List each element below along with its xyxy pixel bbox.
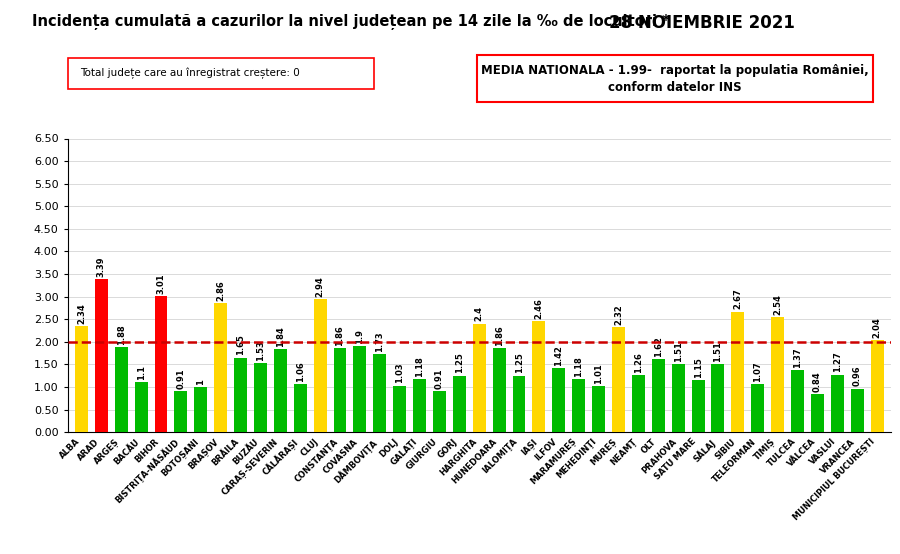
Text: 2.86: 2.86 <box>216 280 225 301</box>
Text: 0.84: 0.84 <box>813 371 822 392</box>
Bar <box>752 384 764 432</box>
Bar <box>453 376 466 432</box>
Text: 2.54: 2.54 <box>773 294 782 315</box>
Text: 1.03: 1.03 <box>395 363 404 383</box>
Text: 1.51: 1.51 <box>714 341 723 362</box>
Bar <box>254 363 267 432</box>
Bar <box>492 348 506 432</box>
Text: 1: 1 <box>196 379 205 384</box>
Text: Incidența cumulată a cazurilor la nivel județean pe 14 zile la ‰ de locuitori *: Incidența cumulată a cazurilor la nivel … <box>32 14 670 30</box>
Text: 2.34: 2.34 <box>76 304 86 324</box>
Bar <box>632 375 644 432</box>
Text: 1.73: 1.73 <box>375 331 384 352</box>
Bar <box>114 347 128 432</box>
Text: 2.94: 2.94 <box>316 276 325 297</box>
Text: 1.65: 1.65 <box>236 335 245 355</box>
Bar <box>293 384 307 432</box>
Text: 1.15: 1.15 <box>694 357 703 378</box>
Bar <box>274 349 287 432</box>
Text: 2.4: 2.4 <box>474 306 483 321</box>
Text: 1.42: 1.42 <box>554 345 563 366</box>
Text: 1.06: 1.06 <box>296 361 305 382</box>
Text: 1.27: 1.27 <box>832 352 842 372</box>
Text: 0.91: 0.91 <box>435 368 444 389</box>
Text: 1.1: 1.1 <box>137 365 146 380</box>
Text: 1.84: 1.84 <box>275 326 284 347</box>
Text: 1.25: 1.25 <box>515 352 524 373</box>
Bar <box>314 299 327 432</box>
Bar <box>712 364 724 432</box>
Bar <box>75 326 88 432</box>
Text: 1.25: 1.25 <box>454 352 464 373</box>
Bar <box>612 327 625 432</box>
Text: 2.32: 2.32 <box>614 304 623 325</box>
Bar <box>214 303 227 432</box>
Text: 0.91: 0.91 <box>176 368 185 389</box>
Text: 1.9: 1.9 <box>356 329 364 344</box>
Bar <box>194 387 207 432</box>
Bar <box>791 370 804 432</box>
Text: 2.46: 2.46 <box>535 298 544 319</box>
Text: 1.26: 1.26 <box>634 352 643 373</box>
Bar <box>533 321 545 432</box>
Text: 1.88: 1.88 <box>117 324 126 345</box>
Text: 2.04: 2.04 <box>873 317 882 338</box>
Bar <box>572 379 585 432</box>
Text: 1.86: 1.86 <box>336 325 345 346</box>
Bar <box>691 380 705 432</box>
Text: 3.39: 3.39 <box>97 257 106 277</box>
Bar <box>811 394 824 432</box>
Bar <box>850 389 864 432</box>
Text: 1.07: 1.07 <box>753 361 762 382</box>
Text: Total județe care au înregistrat creștere: 0: Total județe care au înregistrat creșter… <box>80 68 300 79</box>
Text: 0.96: 0.96 <box>852 366 861 387</box>
Bar <box>354 346 366 432</box>
Bar <box>771 317 784 432</box>
Bar <box>413 379 426 432</box>
Bar <box>592 387 605 432</box>
Bar <box>94 279 108 432</box>
Text: 2.67: 2.67 <box>734 289 742 309</box>
Text: 1.37: 1.37 <box>793 347 802 368</box>
Bar <box>393 386 406 432</box>
Bar <box>234 357 247 432</box>
Text: 1.86: 1.86 <box>495 325 504 346</box>
Text: MEDIA NATIONALA - 1.99-  raportat la populatia României,
conform datelor INS: MEDIA NATIONALA - 1.99- raportat la popu… <box>482 64 868 94</box>
Text: 3.01: 3.01 <box>157 273 166 294</box>
Bar <box>652 359 665 432</box>
Text: 1.18: 1.18 <box>574 356 583 377</box>
Bar <box>732 311 744 432</box>
Text: 1.51: 1.51 <box>674 341 683 362</box>
Bar <box>553 368 565 432</box>
Bar <box>831 375 844 432</box>
Text: 1.53: 1.53 <box>256 340 265 361</box>
Text: 28 NOIEMBRIE 2021: 28 NOIEMBRIE 2021 <box>609 14 795 32</box>
Text: 1.18: 1.18 <box>415 356 424 377</box>
Bar <box>472 324 486 432</box>
Bar <box>155 296 167 432</box>
Bar <box>374 354 386 432</box>
Bar <box>334 348 346 432</box>
Bar <box>870 340 884 432</box>
Text: 1.62: 1.62 <box>653 336 662 357</box>
Bar <box>513 376 526 432</box>
Bar <box>433 391 446 432</box>
Bar <box>671 364 685 432</box>
Bar <box>175 391 187 432</box>
Text: 1.01: 1.01 <box>594 363 603 384</box>
Bar <box>135 382 148 432</box>
